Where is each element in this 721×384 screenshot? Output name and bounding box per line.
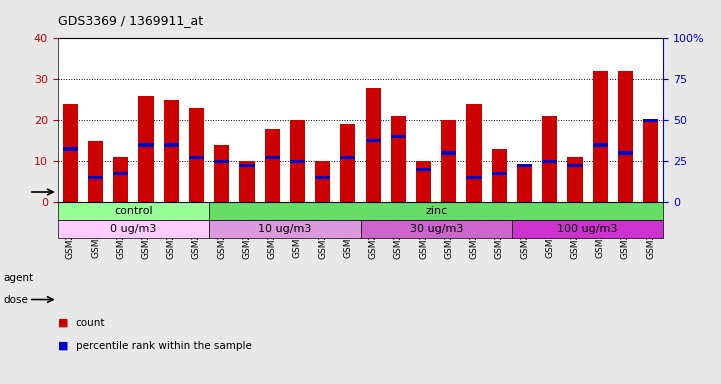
Bar [466, 176, 482, 179]
Bar [441, 151, 456, 155]
Bar [542, 116, 557, 202]
Bar [618, 151, 633, 155]
FancyBboxPatch shape [209, 202, 663, 220]
Bar [189, 108, 204, 202]
Bar [391, 135, 406, 138]
Bar [239, 164, 255, 167]
Bar [567, 157, 583, 202]
Bar [416, 161, 431, 202]
Bar [366, 88, 381, 202]
Bar [517, 166, 532, 202]
Bar [643, 120, 658, 202]
Text: agent: agent [4, 273, 34, 283]
Bar [239, 161, 255, 202]
Text: dose: dose [4, 295, 29, 305]
Bar [340, 156, 355, 159]
Bar [138, 143, 154, 147]
Bar [618, 71, 633, 202]
Bar [492, 172, 507, 175]
Text: ■: ■ [58, 318, 68, 328]
Bar [265, 156, 280, 159]
Bar [593, 143, 608, 147]
Bar [340, 124, 355, 202]
Bar [88, 176, 103, 179]
Text: percentile rank within the sample: percentile rank within the sample [76, 341, 252, 351]
Text: 0 ug/m3: 0 ug/m3 [110, 224, 156, 234]
Bar [88, 141, 103, 202]
Text: 30 ug/m3: 30 ug/m3 [410, 224, 463, 234]
Bar [492, 149, 507, 202]
Bar [63, 147, 78, 151]
Bar [466, 104, 482, 202]
FancyBboxPatch shape [512, 220, 663, 238]
Bar [416, 168, 431, 171]
Text: 100 ug/m3: 100 ug/m3 [557, 224, 618, 234]
Text: zinc: zinc [425, 206, 447, 216]
Bar [567, 164, 583, 167]
FancyBboxPatch shape [209, 220, 360, 238]
Text: ■: ■ [58, 341, 68, 351]
Text: count: count [76, 318, 105, 328]
Bar [214, 160, 229, 163]
Bar [290, 160, 305, 163]
Bar [441, 120, 456, 202]
Bar [315, 176, 330, 179]
Bar [138, 96, 154, 202]
Bar [517, 164, 532, 167]
Bar [366, 139, 381, 142]
Text: 10 ug/m3: 10 ug/m3 [258, 224, 311, 234]
Bar [265, 129, 280, 202]
Bar [63, 104, 78, 202]
Bar [391, 116, 406, 202]
Bar [290, 120, 305, 202]
Bar [214, 145, 229, 202]
Text: control: control [114, 206, 153, 216]
Bar [164, 100, 179, 202]
Text: GDS3369 / 1369911_at: GDS3369 / 1369911_at [58, 14, 203, 27]
Bar [189, 156, 204, 159]
Bar [542, 160, 557, 163]
Bar [315, 161, 330, 202]
Bar [113, 157, 128, 202]
FancyBboxPatch shape [58, 202, 209, 220]
Bar [593, 71, 608, 202]
Bar [113, 172, 128, 175]
Bar [643, 119, 658, 122]
Bar [164, 143, 179, 147]
FancyBboxPatch shape [58, 220, 209, 238]
FancyBboxPatch shape [360, 220, 512, 238]
